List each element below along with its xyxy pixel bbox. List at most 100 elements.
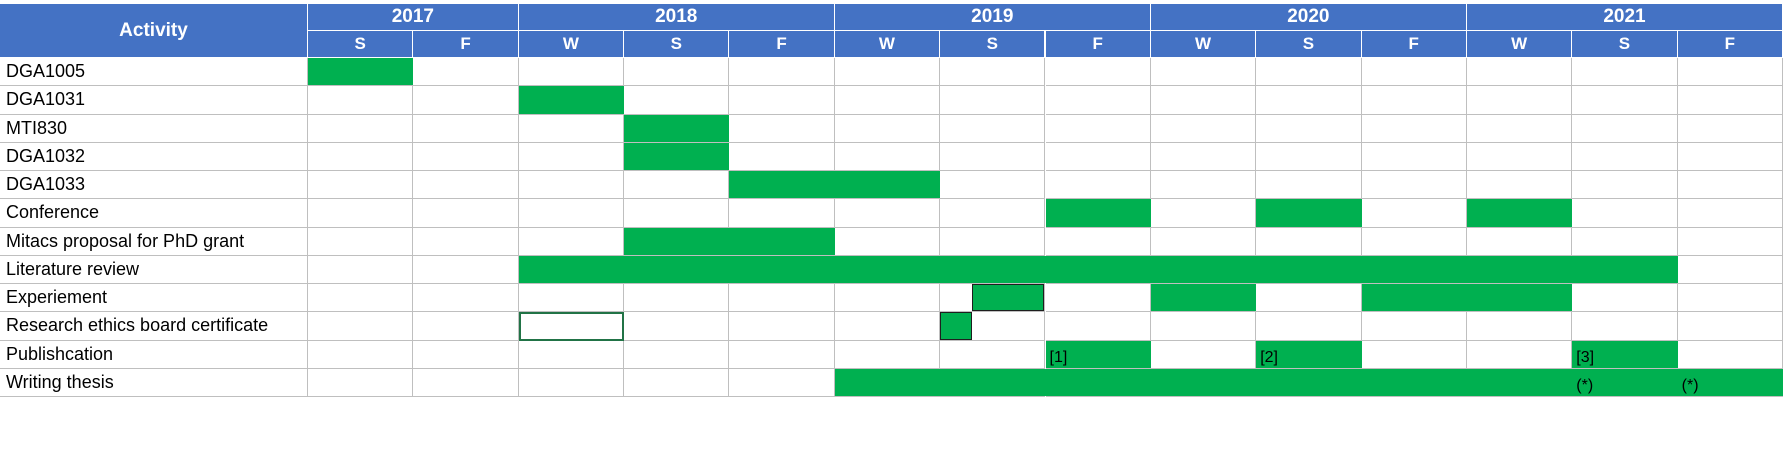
grid-cell[interactable] (308, 255, 414, 284)
grid-cell[interactable] (1572, 58, 1678, 87)
grid-cell[interactable] (1150, 142, 1257, 171)
grid-cell[interactable] (1572, 199, 1678, 228)
grid-cell[interactable] (834, 284, 941, 313)
activity-header[interactable]: Activity (0, 4, 308, 58)
grid-cell[interactable] (1572, 171, 1678, 200)
activity-label[interactable]: Research ethics board certificate (0, 312, 308, 341)
grid-cell[interactable] (1045, 227, 1151, 256)
grid-cell[interactable] (729, 114, 835, 143)
grid-cell[interactable] (940, 171, 1046, 200)
semester-header[interactable]: W (518, 31, 625, 58)
grid-cell[interactable] (413, 368, 519, 397)
year-header[interactable]: 2020 (1150, 4, 1467, 31)
semester-header[interactable]: F (413, 31, 519, 58)
grid-cell[interactable] (834, 86, 941, 115)
grid-cell[interactable] (1045, 312, 1151, 341)
grid-cell[interactable] (1466, 142, 1573, 171)
grid-cell[interactable] (1361, 340, 1467, 369)
grid-cell[interactable] (1256, 227, 1362, 256)
grid-cell[interactable] (1466, 171, 1573, 200)
grid-cell[interactable] (518, 284, 625, 313)
grid-cell[interactable] (1466, 340, 1573, 369)
grid-cell[interactable] (1466, 86, 1573, 115)
year-header[interactable]: 2017 (308, 4, 519, 31)
semester-header[interactable]: F (1045, 31, 1151, 58)
grid-cell[interactable] (1677, 340, 1783, 369)
grid-cell[interactable] (308, 284, 414, 313)
grid-cell[interactable] (1045, 86, 1151, 115)
grid-cell[interactable] (413, 199, 519, 228)
semester-header[interactable]: F (1361, 31, 1467, 58)
grid-cell[interactable] (729, 368, 835, 397)
grid-cell[interactable] (1572, 114, 1678, 143)
grid-cell[interactable] (1045, 142, 1151, 171)
grid-cell[interactable] (940, 199, 1046, 228)
grid-cell[interactable] (940, 142, 1046, 171)
grid-cell[interactable] (413, 312, 519, 341)
grid-cell[interactable] (624, 284, 730, 313)
grid-cell[interactable] (1677, 142, 1783, 171)
grid-cell[interactable] (1045, 284, 1151, 313)
grid-cell[interactable] (1150, 340, 1257, 369)
grid-cell[interactable] (940, 86, 1046, 115)
grid-cell[interactable] (1150, 199, 1257, 228)
grid-cell[interactable] (413, 227, 519, 256)
grid-cell[interactable] (1677, 199, 1783, 228)
grid-cell[interactable] (1256, 312, 1362, 341)
grid-cell[interactable] (1361, 227, 1467, 256)
semester-header[interactable]: S (1572, 31, 1678, 58)
grid-cell[interactable] (729, 199, 835, 228)
grid-cell[interactable] (1045, 114, 1151, 143)
grid-cell[interactable] (1677, 227, 1783, 256)
activity-label[interactable]: DGA1033 (0, 171, 308, 200)
grid-cell[interactable] (413, 255, 519, 284)
grid-cell[interactable] (1677, 171, 1783, 200)
grid-cell[interactable] (940, 114, 1046, 143)
activity-label[interactable]: Mitacs proposal for PhD grant (0, 227, 308, 256)
grid-cell[interactable] (1256, 114, 1362, 143)
grid-cell[interactable] (1466, 114, 1573, 143)
grid-cell[interactable] (1150, 171, 1257, 200)
grid-cell[interactable] (729, 312, 835, 341)
grid-cell[interactable] (1466, 227, 1573, 256)
grid-cell[interactable] (1572, 142, 1678, 171)
grid-cell[interactable] (1466, 312, 1573, 341)
grid-cell[interactable] (308, 114, 414, 143)
grid-cell[interactable] (518, 171, 625, 200)
grid-cell[interactable] (940, 58, 1046, 87)
grid-cell[interactable] (1361, 114, 1467, 143)
grid-cell[interactable] (308, 142, 414, 171)
grid-cell[interactable] (729, 142, 835, 171)
grid-cell[interactable] (1361, 199, 1467, 228)
grid-cell[interactable] (1150, 58, 1257, 87)
grid-cell[interactable] (1045, 171, 1151, 200)
grid-cell[interactable] (308, 199, 414, 228)
grid-cell[interactable] (834, 58, 941, 87)
grid-cell[interactable] (308, 227, 414, 256)
grid-cell[interactable] (1677, 58, 1783, 87)
grid-cell[interactable] (834, 312, 941, 341)
grid-cell[interactable] (1150, 312, 1257, 341)
semester-header[interactable]: W (1150, 31, 1257, 58)
year-header[interactable]: 2019 (834, 4, 1151, 31)
grid-cell[interactable] (413, 86, 519, 115)
grid-cell[interactable] (1677, 86, 1783, 115)
year-header[interactable]: 2018 (518, 4, 835, 31)
grid-cell[interactable] (624, 312, 730, 341)
grid-cell[interactable] (413, 171, 519, 200)
grid-cell[interactable] (1572, 227, 1678, 256)
grid-cell[interactable] (1361, 142, 1467, 171)
grid-cell[interactable] (1572, 86, 1678, 115)
semester-header[interactable]: S (624, 31, 730, 58)
grid-cell[interactable] (624, 86, 730, 115)
grid-cell[interactable] (1361, 86, 1467, 115)
grid-cell[interactable] (1677, 312, 1783, 341)
grid-cell[interactable] (624, 199, 730, 228)
grid-cell[interactable] (413, 284, 519, 313)
grid-cell[interactable] (1677, 114, 1783, 143)
grid-cell[interactable] (308, 86, 414, 115)
grid-cell[interactable] (413, 142, 519, 171)
grid-cell[interactable] (1256, 86, 1362, 115)
semester-header[interactable]: F (1677, 31, 1783, 58)
activity-label[interactable]: Publishcation (0, 340, 308, 369)
